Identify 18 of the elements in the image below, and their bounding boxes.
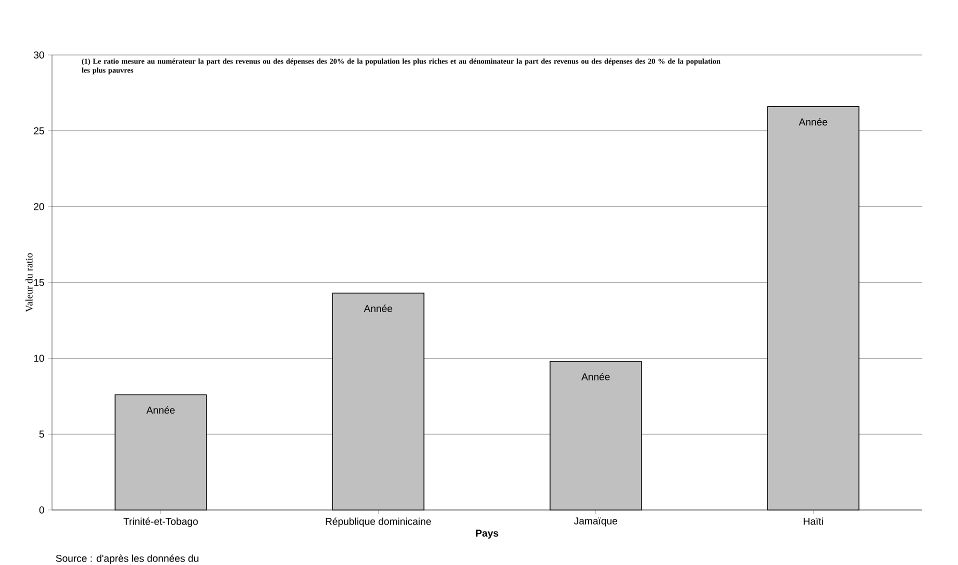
annotation: Année (146, 406, 175, 414)
x-tick-label: Trinité-et-Tobago (124, 518, 198, 527)
annotation: Année (798, 118, 828, 126)
y-tick-label: 10 (34, 354, 44, 362)
x-tick-label: Haïti (804, 518, 823, 525)
x-tick-label: République dominicaine (326, 518, 431, 527)
annotation: Année (364, 304, 392, 312)
x-axis-title: Pays (476, 530, 498, 539)
y-axis-title: Valeur du ratio (25, 253, 33, 312)
x-tick-label: Jamaïque (574, 518, 618, 526)
source-note: Source : d'après les données du (56, 554, 198, 564)
y-tick-label: 0 (39, 506, 44, 514)
y-tick-label: 5 (39, 430, 44, 438)
y-tick-label: 25 (34, 127, 44, 134)
y-tick-label: 30 (34, 51, 44, 59)
annotation: Année (581, 372, 610, 380)
y-tick-label: 20 (34, 203, 44, 210)
y-tick-label: 15 (34, 279, 44, 286)
